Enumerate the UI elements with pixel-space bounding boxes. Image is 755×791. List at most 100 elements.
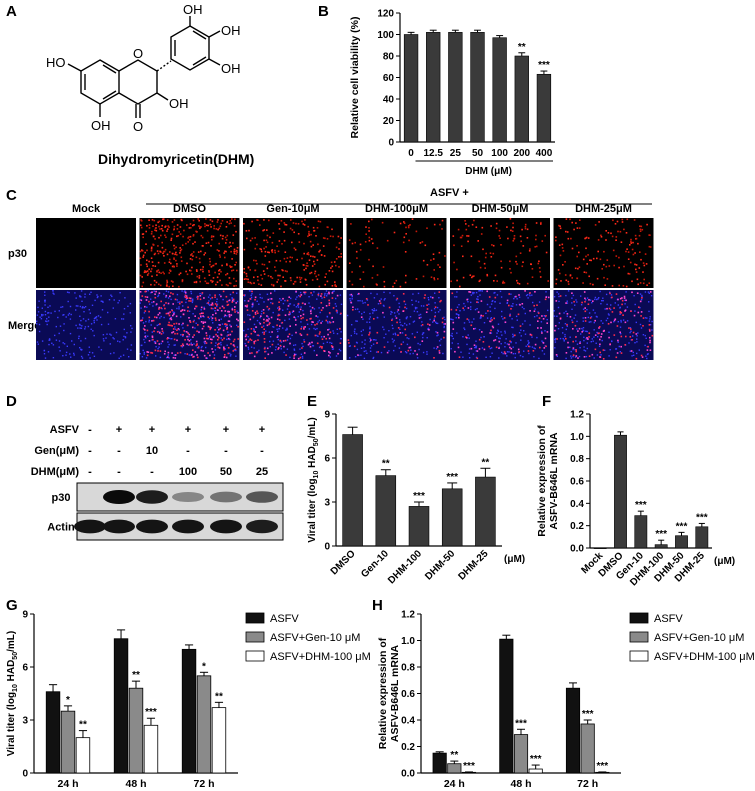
wb-row-label: DHM(μM)	[31, 466, 80, 478]
x-tick-label: 72 h	[577, 778, 598, 790]
x-tick-label: 400	[536, 148, 553, 159]
panel-label-h: H	[372, 597, 383, 614]
significance-mark: ***	[530, 754, 542, 765]
significance-mark: ***	[676, 521, 688, 532]
wb-lane-value: 50	[220, 466, 232, 478]
bar	[432, 752, 447, 774]
x-tick-label: 100	[491, 148, 508, 159]
atom-oh-right-bottom: OH	[221, 61, 241, 76]
legend-label: ASFV+DHM-100 μM	[270, 651, 371, 663]
legend-label: ASFV	[270, 613, 299, 625]
significance-mark: **	[215, 691, 223, 702]
wb-band	[246, 519, 278, 534]
wb-row-label: ASFV	[50, 424, 80, 436]
significance-mark: ***	[696, 512, 708, 523]
y-axis-label-line1: Relative expression of	[536, 425, 548, 537]
bar	[513, 734, 529, 774]
micro-image-p30	[346, 218, 447, 288]
legend-label: ASFV	[654, 613, 683, 625]
micro-col-label: DHM-25μM	[575, 203, 632, 215]
y-tick-label: 0.0	[401, 769, 415, 780]
micro-row-label: Merge	[8, 320, 40, 332]
legend-swatch	[629, 612, 649, 624]
micro-image-merge	[553, 290, 654, 360]
y-axis-label-line1: Relative expression of	[377, 637, 389, 749]
wb-band	[172, 491, 204, 503]
bar	[441, 488, 463, 547]
atom-oh-c3: OH	[169, 96, 189, 111]
legend-swatch	[245, 650, 265, 662]
x-tick-label: DHM-25	[456, 548, 490, 582]
wb-lane-value: -	[88, 424, 92, 436]
chart-f: 0.0 0.2 0.4 0.6 0.8 1.0 1.2 Relative expression…	[536, 410, 735, 589]
y-tick-label: 0.8	[570, 454, 584, 465]
y-tick-label: 0	[324, 542, 330, 553]
wb-band	[172, 519, 204, 534]
bar	[514, 55, 529, 143]
wb-row-label: Gen(μM)	[34, 445, 79, 457]
dhm-structure	[67, 16, 221, 118]
wb-band	[246, 491, 278, 503]
micro-col-label: DHM-50μM	[472, 203, 529, 215]
wb-band	[210, 519, 242, 534]
x-tick-label: DMSO	[329, 548, 358, 577]
y-tick-label: 0.2	[570, 521, 584, 532]
legend-swatch	[629, 631, 649, 643]
atom-oh-bottom: OH	[91, 118, 111, 133]
bar	[143, 724, 159, 774]
wb-lane-value: +	[259, 424, 265, 436]
bar	[75, 737, 91, 774]
wb-lane-value: +	[223, 424, 229, 436]
y-tick-label: 80	[383, 52, 395, 63]
legend-swatch	[245, 612, 265, 624]
significance-mark: ***	[655, 529, 667, 540]
bar	[60, 710, 76, 774]
bar	[499, 638, 514, 774]
significance-mark: **	[518, 42, 526, 53]
y-tick-label: 6	[324, 454, 330, 465]
chart-h: 0.0 0.2 0.4 0.6 0.8 1.0 1.2 Relative expression…	[377, 610, 755, 791]
legend-label: ASFV+Gen-10 μM	[270, 632, 360, 644]
significance-mark: *	[66, 695, 70, 706]
wb-band	[103, 519, 135, 534]
bar	[426, 32, 441, 143]
significance-mark: **	[382, 459, 390, 470]
bar	[654, 544, 668, 549]
significance-mark: **	[132, 670, 140, 681]
significance-mark: ***	[538, 60, 550, 71]
x-tick-label: 0	[408, 148, 414, 159]
wb-lane-value: -	[224, 445, 228, 457]
y-tick-label: 0.6	[401, 689, 415, 700]
chart-e: 0 3 6 9 Viral titer (log10 HAD50/mL) DMSO ** Ge…	[307, 410, 525, 587]
wb-lane-value: -	[117, 445, 121, 457]
y-tick-label: 0.2	[401, 742, 415, 753]
bar	[196, 675, 212, 774]
atom-ring-o: O	[133, 46, 143, 61]
wb-lane-value: 25	[256, 466, 268, 478]
panel-label-e: E	[307, 393, 317, 410]
micro-image-merge	[243, 290, 343, 360]
wb-lane-value: -	[186, 445, 190, 457]
wb-blot-label: Actin	[47, 522, 75, 534]
wb-lane-value: -	[117, 466, 121, 478]
x-tick-label: 12.5	[423, 148, 443, 159]
micro-image-p30	[450, 218, 550, 288]
x-tick-label: 200	[513, 148, 530, 159]
bar	[403, 34, 419, 143]
wb-band	[136, 519, 168, 534]
y-tick-label: 1.2	[401, 610, 415, 621]
x-tick-label: 48 h	[125, 778, 146, 790]
bar	[634, 515, 648, 549]
asfv-group-header: ASFV +	[430, 187, 469, 199]
y-tick-label: 120	[377, 9, 394, 20]
significance-mark: **	[450, 750, 458, 761]
wb-lane-value: -	[150, 466, 154, 478]
micro-image-p30	[36, 218, 136, 288]
wb-band	[103, 490, 135, 504]
micro-image-p30	[553, 218, 654, 288]
bar	[447, 763, 462, 774]
x-tick-label: 72 h	[193, 778, 214, 790]
micro-col-label: DMSO	[173, 203, 206, 215]
bar	[408, 506, 430, 547]
